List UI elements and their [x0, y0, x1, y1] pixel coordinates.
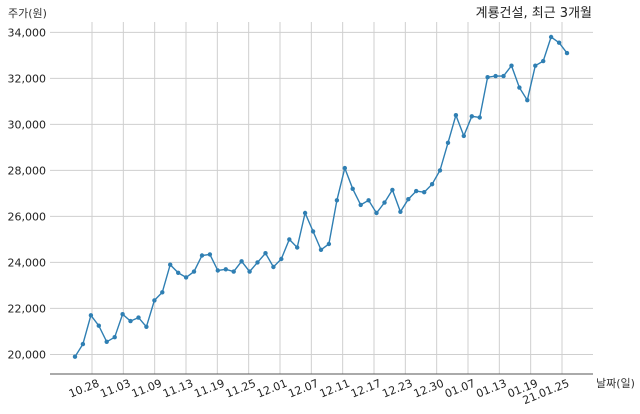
data-point	[263, 251, 268, 256]
data-point	[517, 85, 522, 90]
data-point	[382, 200, 387, 205]
x-axis-ticks: 10.2811.0311.0911.1311.1911.2512.0112.07…	[67, 377, 571, 407]
data-point	[279, 256, 284, 262]
data-point	[231, 269, 236, 274]
data-point	[302, 210, 308, 216]
data-point	[136, 315, 141, 320]
x-tick-label: 11.03	[98, 377, 132, 401]
data-point	[541, 58, 546, 64]
data-point	[422, 190, 427, 195]
data-point	[326, 241, 332, 247]
x-tick-label: 12.07	[286, 377, 320, 401]
data-point	[453, 113, 459, 118]
x-tick-label: 01.13	[474, 377, 508, 401]
data-point	[176, 270, 181, 275]
x-tick-label: 12.23	[380, 377, 414, 401]
data-point	[72, 354, 78, 359]
data-point	[255, 260, 260, 265]
data-point	[310, 229, 316, 234]
x-tick-label: 12.30	[412, 377, 446, 401]
data-point	[112, 335, 117, 340]
data-point	[88, 313, 94, 318]
data-point	[183, 275, 189, 280]
y-tick-label: 24,000	[8, 256, 47, 269]
data-point	[564, 50, 570, 56]
data-point	[318, 247, 324, 252]
x-tick-label: 11.25	[224, 377, 258, 401]
data-point	[168, 262, 173, 267]
y-axis-title: 주가(원)	[8, 7, 47, 20]
data-point	[374, 210, 379, 216]
data-point	[295, 245, 300, 250]
series-points	[72, 34, 570, 359]
y-tick-label: 34,000	[8, 26, 47, 39]
data-point	[80, 341, 86, 347]
data-point	[445, 140, 451, 145]
data-point	[548, 34, 554, 40]
data-point	[215, 268, 220, 273]
data-point	[366, 198, 371, 203]
data-point	[485, 75, 490, 80]
data-point	[239, 259, 244, 264]
x-tick-label: 12.11	[318, 377, 352, 401]
x-tick-label: 12.01	[255, 377, 289, 401]
data-point	[96, 323, 102, 328]
data-point	[556, 40, 562, 45]
x-tick-label: 11.09	[130, 377, 164, 401]
data-point	[461, 133, 466, 139]
data-point	[509, 63, 514, 68]
y-axis-ticks: 20,000 22,000 24,000 26,000 28,000 30,000 32,0…	[8, 26, 47, 361]
data-point	[429, 182, 435, 187]
data-point	[493, 73, 498, 79]
data-point	[406, 197, 411, 202]
data-point	[525, 98, 530, 103]
x-tick-label: 01.07	[443, 377, 477, 401]
data-point	[437, 168, 443, 173]
y-tick-label: 22,000	[8, 302, 47, 315]
data-point	[533, 63, 538, 68]
data-point	[390, 187, 395, 193]
x-tick-label: 11.13	[161, 377, 195, 401]
data-point	[334, 198, 340, 203]
data-point	[160, 290, 165, 295]
data-point	[414, 188, 419, 194]
chart-title: 계룡건설, 최근 3개월	[476, 6, 592, 21]
y-tick-label: 30,000	[8, 118, 47, 131]
data-point	[128, 318, 133, 324]
data-point	[144, 324, 149, 329]
chart-grid	[50, 22, 593, 374]
data-point	[120, 312, 125, 317]
data-point	[104, 339, 109, 344]
data-point	[501, 73, 506, 79]
data-point	[469, 114, 474, 119]
y-tick-label: 20,000	[8, 348, 47, 361]
data-point	[191, 269, 197, 274]
data-point	[152, 298, 157, 303]
data-point	[477, 115, 482, 120]
x-tick-label: 11.19	[192, 377, 226, 401]
y-tick-label: 32,000	[8, 72, 47, 85]
y-tick-label: 26,000	[8, 210, 47, 223]
y-tick-label: 28,000	[8, 164, 47, 177]
data-point	[207, 252, 213, 257]
data-point	[199, 253, 205, 258]
data-point	[358, 202, 363, 208]
x-tick-label: 12.17	[349, 377, 383, 401]
data-point	[271, 264, 276, 270]
data-point	[398, 209, 403, 214]
data-point	[342, 165, 347, 171]
data-point	[287, 237, 292, 242]
data-point	[223, 267, 228, 272]
x-axis-title: 날짜(일)	[596, 376, 635, 390]
data-point	[350, 186, 355, 191]
x-tick-label: 10.28	[67, 377, 101, 401]
data-point	[247, 269, 252, 274]
